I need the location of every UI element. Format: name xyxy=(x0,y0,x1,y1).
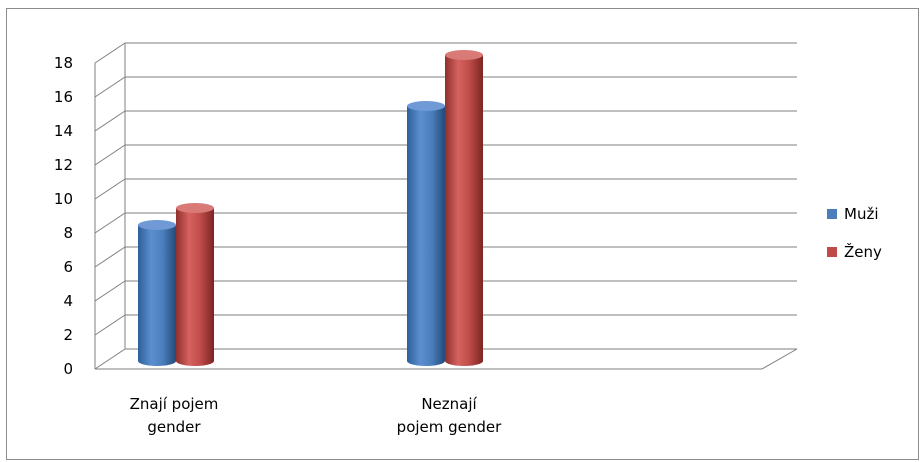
legend: Muži Ženy xyxy=(827,205,882,261)
gridline-side xyxy=(94,246,126,268)
bar-Ženy-1 xyxy=(445,55,483,366)
y-tick-label: 10 xyxy=(54,190,73,208)
category-label: Neznají xyxy=(421,395,477,413)
bars xyxy=(138,50,483,366)
category-label: gender xyxy=(147,418,201,436)
y-tick-label: 0 xyxy=(63,360,73,378)
legend-label-1: Ženy xyxy=(844,242,882,261)
bar-top-Ženy-0 xyxy=(176,203,214,213)
tick-labels: 0 2 4 6 8 10 12 14 16 18 Znají pojem gender Neznají p… xyxy=(54,54,502,436)
bar-Ženy-0 xyxy=(176,208,214,366)
bar-top-Muži-1 xyxy=(407,101,445,111)
bar-top-Muži-0 xyxy=(138,220,176,230)
gridline-side xyxy=(94,110,126,132)
legend-swatch-1 xyxy=(827,247,837,257)
bar-Muži-1 xyxy=(407,106,445,366)
gridline-side xyxy=(94,280,126,302)
y-tick-label: 8 xyxy=(63,224,73,242)
category-label: pojem gender xyxy=(397,418,502,436)
gridline-side xyxy=(94,314,126,336)
gridline-side xyxy=(94,144,126,166)
legend-label-0: Muži xyxy=(844,205,879,223)
gridline-side xyxy=(94,348,126,370)
floor-line xyxy=(95,348,798,370)
bar-Muži-0 xyxy=(138,225,176,366)
gridline-side xyxy=(94,76,126,98)
y-tick-label: 18 xyxy=(54,54,73,72)
axes xyxy=(94,43,798,370)
bar-top-Ženy-1 xyxy=(445,50,483,60)
y-tick-label: 12 xyxy=(54,156,73,174)
y-tick-label: 14 xyxy=(54,122,73,140)
y-tick-label: 6 xyxy=(63,258,73,276)
y-tick-label: 16 xyxy=(54,88,73,106)
gridline-side xyxy=(94,178,126,200)
gridline-side xyxy=(94,212,126,234)
category-label: Znají pojem xyxy=(130,395,219,413)
legend-swatch-0 xyxy=(827,209,837,219)
gridline-side xyxy=(94,42,126,64)
y-tick-label: 4 xyxy=(63,292,73,310)
y-tick-label: 2 xyxy=(63,326,73,344)
